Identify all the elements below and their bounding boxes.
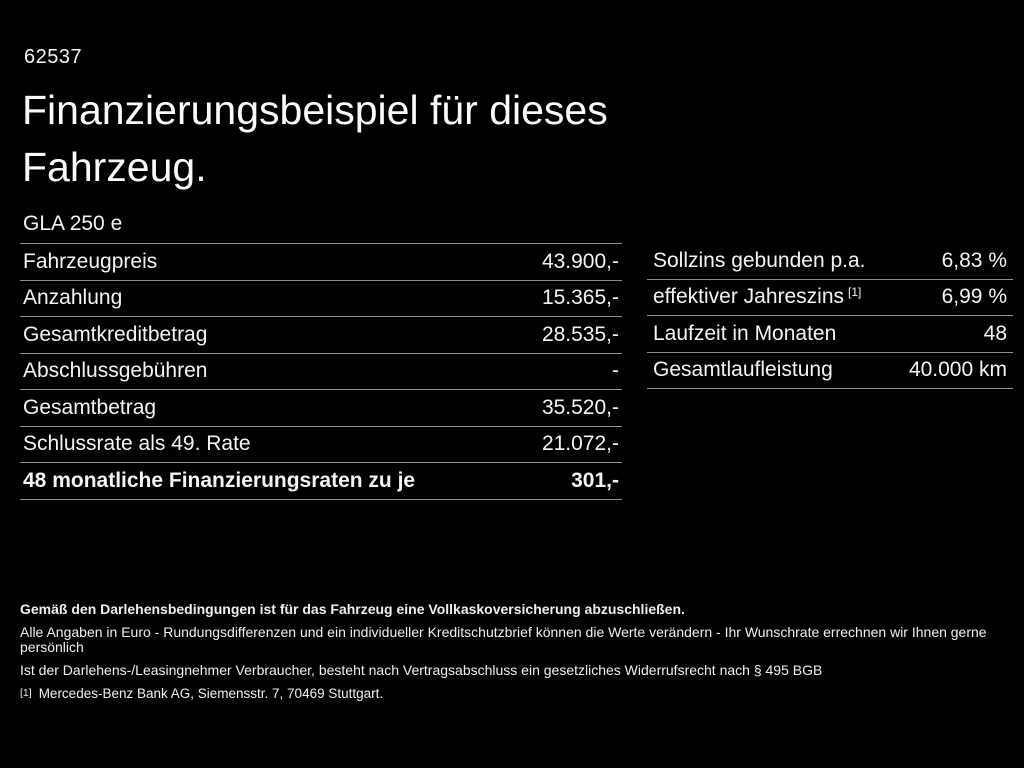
row-value: 21.072,- xyxy=(541,432,619,456)
row-label: Anzahlung xyxy=(23,286,123,310)
row-label: Gesamtbetrag xyxy=(23,395,157,419)
withdrawal-disclaimer: Ist der Darlehens-/Leasingnehmer Verbrau… xyxy=(20,662,823,678)
row-value: 28.535,- xyxy=(541,322,619,346)
row-value: 43.900,- xyxy=(541,249,619,273)
footnote-text: Mercedes-Benz Bank AG, Siemensstr. 7, 70… xyxy=(38,686,384,701)
row-value: 301,- xyxy=(571,468,619,492)
table-row: Schlussrate als 49. Rate 21.072,- xyxy=(20,427,622,463)
insurance-disclaimer: Gemäß den Darlehensbedingungen ist für d… xyxy=(20,601,685,617)
row-label: Gesamtlaufleistung xyxy=(653,358,833,382)
table-row-monthly-rate: 48 monatliche Finanzierungsraten zu je 3… xyxy=(20,463,622,500)
row-value: 6,99 % xyxy=(941,285,1007,309)
row-value: - xyxy=(612,359,619,383)
page-title-line1: Finanzierungsbeispiel für dieses xyxy=(22,87,608,133)
table-row: Abschlussgebühren - xyxy=(20,354,622,390)
table-row: Fahrzeugpreis 43.900,- xyxy=(20,244,622,281)
table-row: Gesamtlaufleistung 40.000 km xyxy=(647,353,1013,389)
row-label: Laufzeit in Monaten xyxy=(653,321,837,345)
table-row: Laufzeit in Monaten 48 xyxy=(647,316,1013,353)
row-label: Fahrzeugpreis xyxy=(23,249,158,273)
footnote-marker: [1] xyxy=(20,687,32,699)
row-label: Schlussrate als 49. Rate xyxy=(23,432,251,456)
table-row: Gesamtkreditbetrag 28.535,- xyxy=(20,317,622,354)
footnote-reference: [1] xyxy=(848,285,862,300)
euro-disclaimer: Alle Angaben in Euro - Rundungsdifferenz… xyxy=(20,624,987,655)
row-value: 48 xyxy=(983,321,1007,345)
row-label: Gesamtkreditbetrag xyxy=(23,322,208,346)
document-id: 62537 xyxy=(24,46,83,68)
vehicle-model: GLA 250 e xyxy=(23,212,123,235)
table-row: effektiver Jahreszins [1] 6,99 % xyxy=(647,280,1013,316)
financing-table: Fahrzeugpreis 43.900,- Anzahlung 15.365,… xyxy=(20,243,622,500)
table-row: Sollzins gebunden p.a. 6,83 % xyxy=(647,243,1013,280)
row-label: Abschlussgebühren xyxy=(23,359,208,383)
page-title-line2: Fahrzeug. xyxy=(22,144,207,190)
row-value: 35.520,- xyxy=(541,395,619,419)
row-value: 6,83 % xyxy=(941,248,1007,272)
footnote-bank-address: [1] Mercedes-Benz Bank AG, Siemensstr. 7,… xyxy=(20,686,1010,701)
page-title: Finanzierungsbeispiel für dieses Fahrzeu… xyxy=(22,82,608,196)
conditions-table: Sollzins gebunden p.a. 6,83 % effektiver… xyxy=(647,243,1013,389)
row-label: Sollzins gebunden p.a. xyxy=(653,248,866,272)
table-row: Anzahlung 15.365,- xyxy=(20,281,622,317)
row-label: effektiver Jahreszins [1] xyxy=(653,285,862,309)
legal-footer: Gemäß den Darlehensbedingungen ist für d… xyxy=(20,602,1010,709)
row-value: 15.365,- xyxy=(541,286,619,310)
row-label: 48 monatliche Finanzierungsraten zu je xyxy=(23,468,416,492)
row-value: 40.000 km xyxy=(908,358,1007,382)
table-row: Gesamtbetrag 35.520,- xyxy=(20,390,622,427)
